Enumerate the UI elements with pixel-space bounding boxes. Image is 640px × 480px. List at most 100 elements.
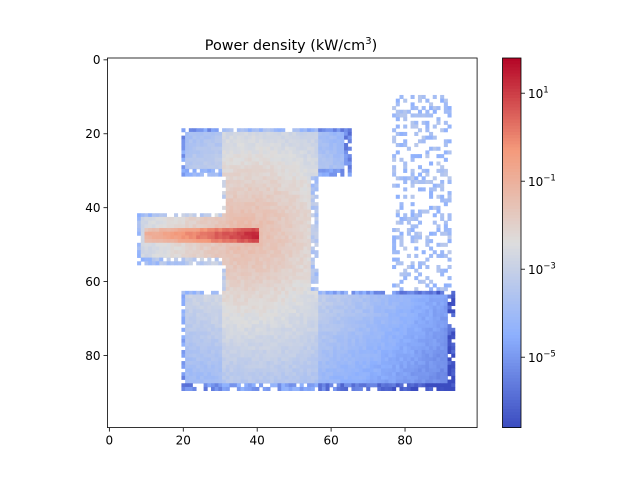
heatmap-cell: [329, 131, 334, 136]
heatmap-cell: [403, 353, 408, 358]
heatmap-cell: [325, 331, 330, 336]
heatmap-cell: [314, 216, 319, 221]
heatmap-cell: [321, 150, 326, 155]
colorbar-segment: [502, 205, 521, 210]
heatmap-cell: [292, 216, 297, 221]
heatmap-cell: [244, 327, 249, 332]
heatmap-cell: [299, 202, 304, 207]
heatmap-cell: [192, 257, 197, 262]
heatmap-cell: [210, 235, 216, 240]
heatmap-cell: [203, 157, 208, 162]
heatmap-cell: [233, 216, 238, 221]
heatmap-cell: [307, 279, 312, 284]
colorbar-segment: [502, 187, 521, 191]
heatmap-cell: [307, 242, 312, 247]
heatmap-cell: [288, 172, 293, 177]
heatmap-cell: [344, 316, 349, 321]
heatmap-cell: [347, 298, 352, 303]
heatmap-cell: [410, 368, 415, 373]
heatmap-cell: [292, 209, 297, 214]
heatmap-cell: [281, 172, 286, 177]
heatmap-cell: [222, 294, 227, 299]
heatmap-cell: [225, 298, 230, 303]
heatmap-cell: [329, 305, 334, 310]
heatmap-cell: [222, 179, 227, 185]
heatmap-cell: [336, 386, 341, 391]
heatmap-cell: [144, 261, 149, 266]
heatmap-cell: [310, 161, 315, 166]
heatmap-cell: [199, 231, 204, 236]
heatmap-cell: [303, 224, 308, 229]
heatmap-cell: [443, 349, 448, 355]
heatmap-cell: [236, 309, 241, 314]
heatmap-cell: [192, 242, 197, 247]
heatmap-cell: [225, 375, 230, 380]
heatmap-cell: [210, 157, 216, 162]
heatmap-cell: [314, 131, 319, 136]
heatmap-cell: [273, 128, 278, 133]
heatmap-cell: [392, 257, 397, 262]
heatmap-cell: [307, 309, 312, 314]
heatmap-cell: [421, 261, 426, 266]
heatmap-cell: [403, 309, 408, 314]
heatmap-cell: [199, 346, 204, 351]
heatmap-cell: [192, 135, 197, 140]
heatmap-cell: [247, 327, 252, 332]
heatmap-cell: [281, 242, 286, 247]
heatmap-cell: [262, 239, 267, 244]
heatmap-cell: [447, 150, 452, 155]
heatmap-cell: [210, 316, 216, 321]
heatmap-cell: [262, 131, 267, 136]
heatmap-cell: [344, 342, 349, 347]
heatmap-cell: [203, 349, 208, 355]
heatmap-cell: [185, 253, 190, 258]
heatmap-cell: [240, 272, 245, 277]
heatmap-cell: [403, 124, 408, 129]
heatmap-cell: [188, 235, 193, 240]
heatmap-cell: [344, 372, 349, 377]
heatmap-cell: [403, 294, 408, 299]
heatmap-cell: [233, 375, 238, 380]
colorbar-segment: [502, 258, 521, 262]
heatmap-cell: [188, 324, 193, 329]
colorbar-segment: [502, 307, 521, 311]
heatmap-cell: [244, 194, 249, 199]
heatmap-cell: [425, 368, 430, 373]
heatmap-cell: [288, 279, 293, 284]
heatmap-cell: [288, 246, 293, 251]
heatmap-cell: [351, 346, 356, 351]
heatmap-cell: [332, 379, 338, 384]
heatmap-cell: [259, 320, 264, 325]
heatmap-cell: [381, 353, 386, 358]
heatmap-cell: [340, 298, 345, 303]
heatmap-cell: [222, 253, 227, 258]
heatmap-cell: [225, 143, 230, 148]
heatmap-cell: [255, 202, 260, 207]
colorbar-segment: [502, 150, 521, 154]
heatmap-cell: [329, 150, 334, 155]
heatmap-cell: [281, 187, 286, 192]
heatmap-cell: [288, 383, 293, 388]
heatmap-cell: [296, 331, 301, 336]
heatmap-cell: [421, 383, 426, 388]
heatmap-cell: [281, 183, 286, 188]
heatmap-cell: [292, 268, 297, 273]
heatmap-cell: [188, 335, 193, 340]
heatmap-cell: [137, 250, 142, 255]
heatmap-cell: [203, 331, 208, 336]
heatmap-cell: [255, 150, 260, 155]
heatmap-cell: [188, 250, 193, 255]
heatmap-cell: [344, 143, 349, 148]
heatmap-cell: [425, 242, 430, 247]
heatmap-cell: [344, 135, 349, 140]
heatmap-cell: [247, 383, 252, 388]
heatmap-cell: [222, 131, 227, 136]
heatmap-cell: [344, 364, 349, 369]
heatmap-cell: [210, 327, 216, 332]
heatmap-cell: [236, 246, 241, 251]
heatmap-cell: [410, 183, 415, 188]
heatmap-cell: [436, 268, 441, 273]
heatmap-cell: [244, 213, 249, 218]
heatmap-cell: [392, 327, 397, 332]
heatmap-cell: [406, 353, 411, 358]
